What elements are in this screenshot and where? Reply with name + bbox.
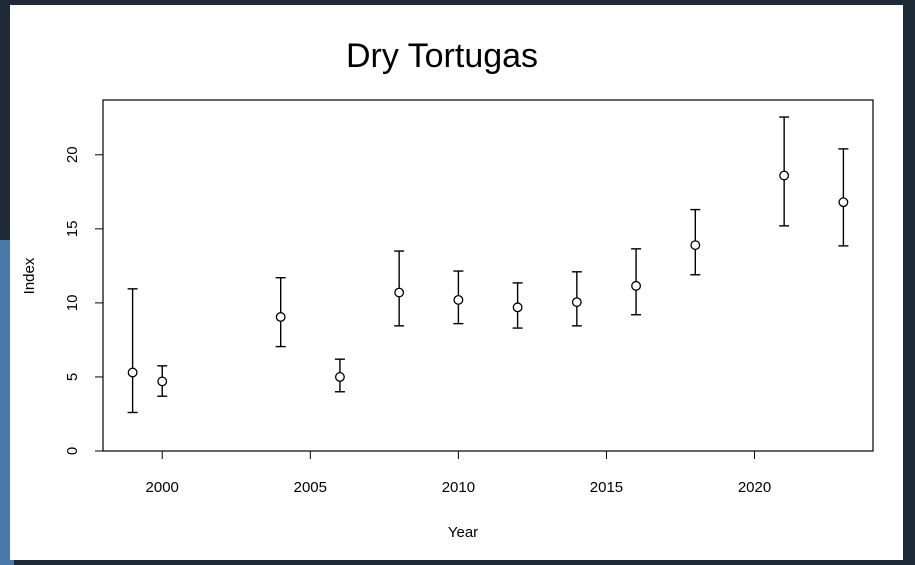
point [157, 376, 168, 387]
y-tick-label: 0 [64, 447, 81, 455]
y-tick-label: 15 [64, 221, 81, 238]
point [838, 197, 849, 208]
point [275, 312, 286, 322]
y-tick-label: 20 [64, 146, 81, 163]
point [779, 170, 790, 181]
y-tick-label: 10 [64, 295, 81, 312]
x-axis-label: Year [448, 524, 478, 541]
x-tick-label: 2015 [590, 479, 623, 496]
panel [10, 5, 903, 560]
point [512, 302, 523, 313]
chart-title: Dry Tortugas [346, 37, 538, 75]
x-tick-label: 2000 [146, 479, 179, 496]
point [631, 280, 642, 291]
point [334, 371, 345, 382]
point [571, 297, 582, 308]
point [127, 367, 138, 378]
point [394, 287, 405, 298]
plot-box [102, 99, 874, 452]
x-tick-label: 2005 [294, 479, 327, 496]
x-tick-label: 2010 [442, 479, 475, 496]
y-tick-label: 5 [64, 373, 81, 381]
x-tick-label: 2020 [738, 479, 771, 496]
point [690, 240, 701, 251]
y-axis-label: Index [21, 257, 38, 294]
point [453, 294, 464, 305]
